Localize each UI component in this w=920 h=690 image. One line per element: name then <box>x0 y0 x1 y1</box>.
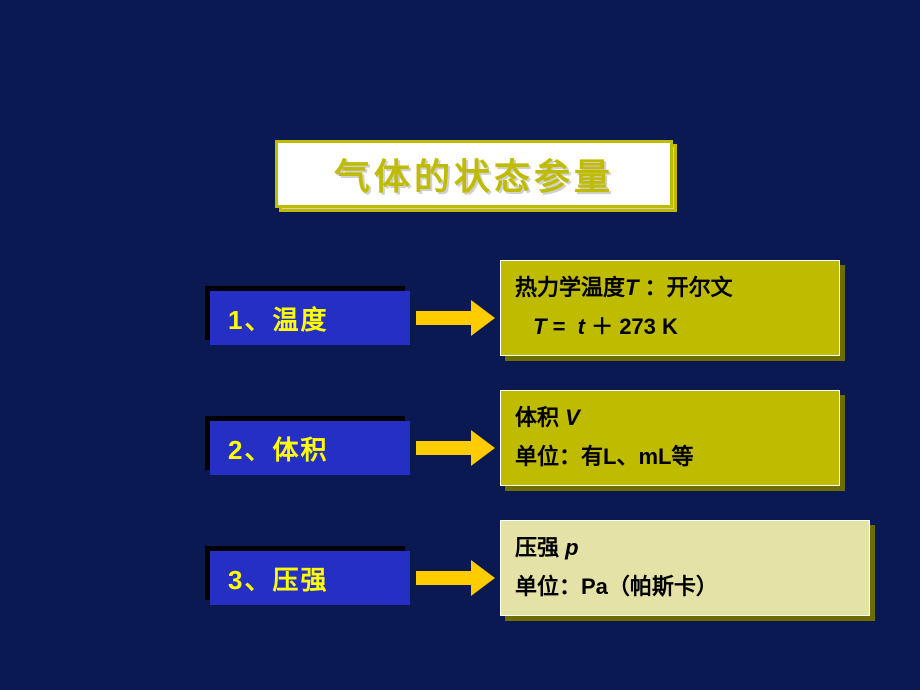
label-box: 2、体积 <box>210 421 410 475</box>
arrow-shaft <box>416 311 471 325</box>
desc-line: 单位：有L、mL等 <box>515 443 839 472</box>
title-text: 气体的状态参量 <box>334 148 614 200</box>
desc-line: 单位：Pa（帕斯卡） <box>515 573 869 602</box>
label-text-3: 3、压强 <box>228 560 328 597</box>
title-container: 气体的状态参量 <box>275 140 673 208</box>
desc-box-2: 体积 V 单位：有L、mL等 <box>500 390 840 486</box>
row-volume: 2、体积 体积 V 单位：有L、mL等 <box>210 410 840 486</box>
arrow-icon <box>410 421 500 475</box>
label-text-1: 1、温度 <box>228 300 328 337</box>
desc-wrap-3: 压强 p 单位：Pa（帕斯卡） <box>500 520 870 616</box>
desc-box-3: 压强 p 单位：Pa（帕斯卡） <box>500 520 870 616</box>
row-temperature: 1、温度 热力学温度T ：开尔文 T = t ＋ 273 K <box>210 280 840 356</box>
desc-line: 热力学温度T ：开尔文 <box>515 274 839 303</box>
label-text-2: 2、体积 <box>228 430 328 467</box>
arrow-head <box>471 560 495 596</box>
desc-wrap-2: 体积 V 单位：有L、mL等 <box>500 390 840 486</box>
arrow-shaft <box>416 441 471 455</box>
title-box: 气体的状态参量 <box>275 140 673 208</box>
arrow-icon <box>410 551 500 605</box>
row-pressure: 3、压强 压强 p 单位：Pa（帕斯卡） <box>210 540 870 616</box>
desc-box-1: 热力学温度T ：开尔文 T = t ＋ 273 K <box>500 260 840 356</box>
label-box: 3、压强 <box>210 551 410 605</box>
arrow-shaft <box>416 571 471 585</box>
label-wrap-2: 2、体积 <box>210 421 410 475</box>
desc-line: 体积 V <box>515 404 839 433</box>
desc-wrap-1: 热力学温度T ：开尔文 T = t ＋ 273 K <box>500 260 840 356</box>
label-box: 1、温度 <box>210 291 410 345</box>
arrow-icon <box>410 291 500 345</box>
arrow-head <box>471 300 495 336</box>
desc-line: T = t ＋ 273 K <box>515 313 839 342</box>
desc-line: 压强 p <box>515 534 869 563</box>
label-wrap-1: 1、温度 <box>210 291 410 345</box>
arrow-head <box>471 430 495 466</box>
label-wrap-3: 3、压强 <box>210 551 410 605</box>
